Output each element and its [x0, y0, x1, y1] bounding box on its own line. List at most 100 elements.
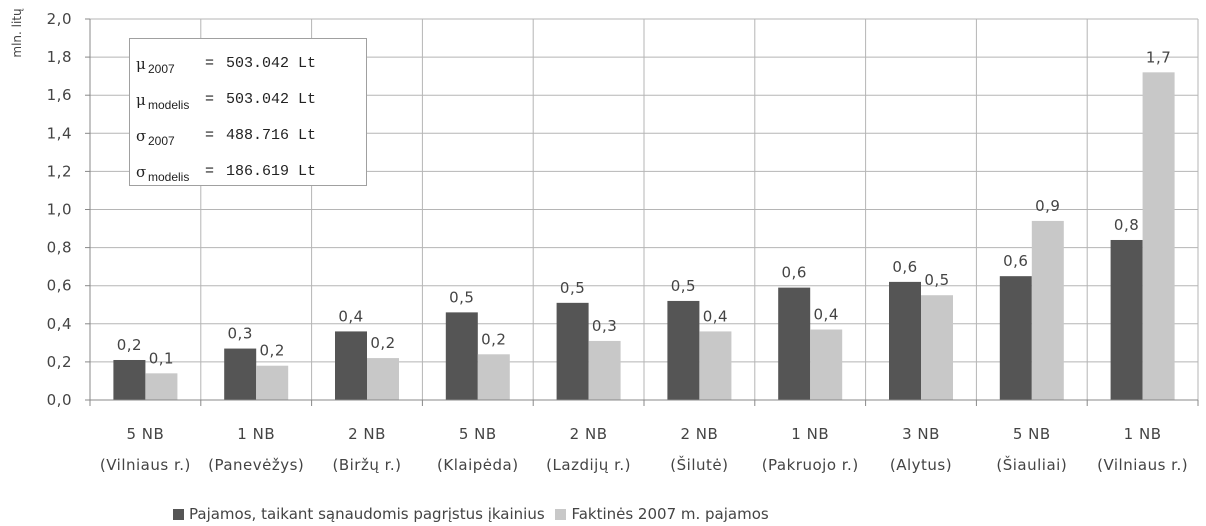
y-tick-labels: 0,0 0,2 0,4 0,6 0,8 1,0 1,2 1,4 1,6 1,8 2,0: [47, 10, 72, 409]
legend-label: Pajamos, taikant sąnaudomis pagrįstus įk…: [189, 505, 545, 523]
x-tick-label: (Lazdijų r.): [546, 456, 631, 474]
bar-actual: [921, 295, 953, 400]
bar-actual: [256, 365, 289, 400]
x-tick-label: 5 NB: [459, 425, 497, 443]
data-label: 0,3: [592, 317, 617, 335]
bar-model: [778, 287, 811, 400]
data-label: 0,9: [1035, 197, 1060, 215]
bar-model: [335, 331, 367, 400]
y-tick-label: 0,0: [47, 391, 72, 409]
x-tick-label: 5 NB: [1013, 425, 1051, 443]
data-label: 0,3: [228, 325, 253, 343]
stat-subscript: modelis: [148, 98, 190, 112]
y-tick-label: 0,6: [47, 277, 72, 295]
data-label: 0,2: [370, 334, 395, 352]
data-label: 0,6: [892, 258, 917, 276]
y-tick-label: 0,2: [47, 353, 72, 371]
x-tick-label: 2 NB: [348, 425, 386, 443]
data-label: 0,5: [560, 279, 585, 297]
x-tick-label: (Alytus): [890, 456, 952, 474]
bar-actual: [477, 354, 510, 400]
bar-model: [889, 281, 921, 400]
stat-value: 488.716 Lt: [226, 127, 317, 144]
y-tick-label: 1,8: [47, 48, 72, 66]
stat-equals: =: [205, 91, 215, 108]
data-label: 0,5: [924, 271, 949, 289]
data-label: 0,1: [149, 349, 174, 367]
data-label: 0,5: [671, 277, 696, 295]
data-label: 0,8: [1114, 216, 1139, 234]
bar-actual: [367, 358, 399, 400]
data-label: 0,2: [117, 336, 142, 354]
x-tick-label: 2 NB: [680, 425, 718, 443]
x-tick-label: (Vilniaus r.): [100, 456, 191, 474]
stat-row-sigma-modelis: σ modelis = 186.619 Lt: [136, 153, 366, 189]
y-tick-label: 2,0: [47, 10, 72, 28]
legend: Pajamos, taikant sąnaudomis pagrįstus įk…: [173, 505, 775, 523]
x-tick-label: (Šilutė): [670, 455, 728, 474]
x-tick-label: 1 NB: [1124, 425, 1162, 443]
axes: [85, 18, 1199, 406]
y-tick-label: 1,2: [47, 162, 72, 180]
bar-model: [224, 348, 257, 400]
bar-actual: [810, 329, 843, 400]
data-label: 0,4: [338, 307, 363, 325]
x-tick-label: (Biržų r.): [332, 456, 401, 474]
data-label: 0,4: [703, 307, 728, 325]
bar-actual: [1142, 72, 1175, 400]
stat-subscript: modelis: [148, 170, 190, 184]
stat-symbol: μ: [136, 55, 146, 73]
data-label: 0,2: [481, 330, 506, 348]
data-label: 0,6: [782, 264, 807, 282]
legend-swatch: [555, 509, 567, 520]
data-label: 0,5: [449, 288, 474, 306]
data-label: 0,4: [814, 306, 839, 324]
stat-value: 186.619 Lt: [226, 163, 317, 180]
x-tick-label: 1 NB: [791, 425, 829, 443]
bar-model: [667, 300, 700, 400]
stat-row-mu-2007: μ 2007 = 503.042 Lt: [136, 45, 366, 81]
x-tick-label: (Pakruojo r.): [762, 456, 859, 474]
x-tick-label: 3 NB: [902, 425, 940, 443]
stat-equals: =: [205, 163, 215, 180]
data-label: 1,7: [1146, 48, 1171, 66]
x-tick-label: 5 NB: [126, 425, 164, 443]
bar-actual: [1031, 220, 1064, 400]
stat-value: 503.042 Lt: [226, 91, 317, 108]
bar-model: [999, 276, 1032, 400]
stat-equals: =: [205, 127, 215, 144]
stat-symbol: μ: [136, 91, 146, 109]
bar-model: [113, 359, 146, 400]
legend-swatch: [173, 509, 184, 520]
y-tick-label: 1,0: [47, 201, 72, 219]
x-tick-label: (Panevėžys): [208, 456, 304, 474]
x-tick-label: (Vilniaus r.): [1097, 456, 1188, 474]
stat-symbol: σ: [136, 163, 147, 181]
stat-row-sigma-2007: σ 2007 = 488.716 Lt: [136, 117, 366, 153]
data-label: 0,6: [1003, 252, 1028, 270]
data-label: 0,2: [260, 342, 285, 360]
stat-symbol: σ: [136, 127, 147, 145]
bars: [113, 72, 1175, 400]
stat-value: 503.042 Lt: [226, 55, 317, 72]
bar-model: [445, 312, 478, 400]
y-axis-label: mln. litų: [10, 8, 24, 58]
bar-model: [1110, 239, 1143, 400]
stat-row-mu-modelis: μ modelis = 503.042 Lt: [136, 81, 366, 117]
statistics-box: μ 2007 = 503.042 Lt μ modelis = 503.042 …: [129, 38, 367, 186]
x-tick-labels: 5 NB (Vilniaus r.) 1 NB (Panevėžys) 2 NB (Bir…: [100, 425, 1188, 474]
bar-actual: [588, 340, 621, 400]
legend-item-model-revenue: Pajamos, taikant sąnaudomis pagrįstus įk…: [173, 505, 545, 523]
x-tick-label: 2 NB: [570, 425, 608, 443]
x-tick-label: (Klaipėda): [437, 456, 519, 474]
y-tick-label: 1,6: [47, 86, 72, 104]
x-tick-label: (Šiauliai): [996, 455, 1067, 474]
y-tick-label: 0,4: [47, 315, 72, 333]
y-tick-label: 1,4: [47, 124, 72, 142]
bar-actual: [699, 331, 732, 400]
stat-subscript: 2007: [148, 62, 175, 76]
stat-subscript: 2007: [148, 134, 175, 148]
y-tick-label: 0,8: [47, 239, 72, 257]
bar-model: [556, 302, 589, 400]
